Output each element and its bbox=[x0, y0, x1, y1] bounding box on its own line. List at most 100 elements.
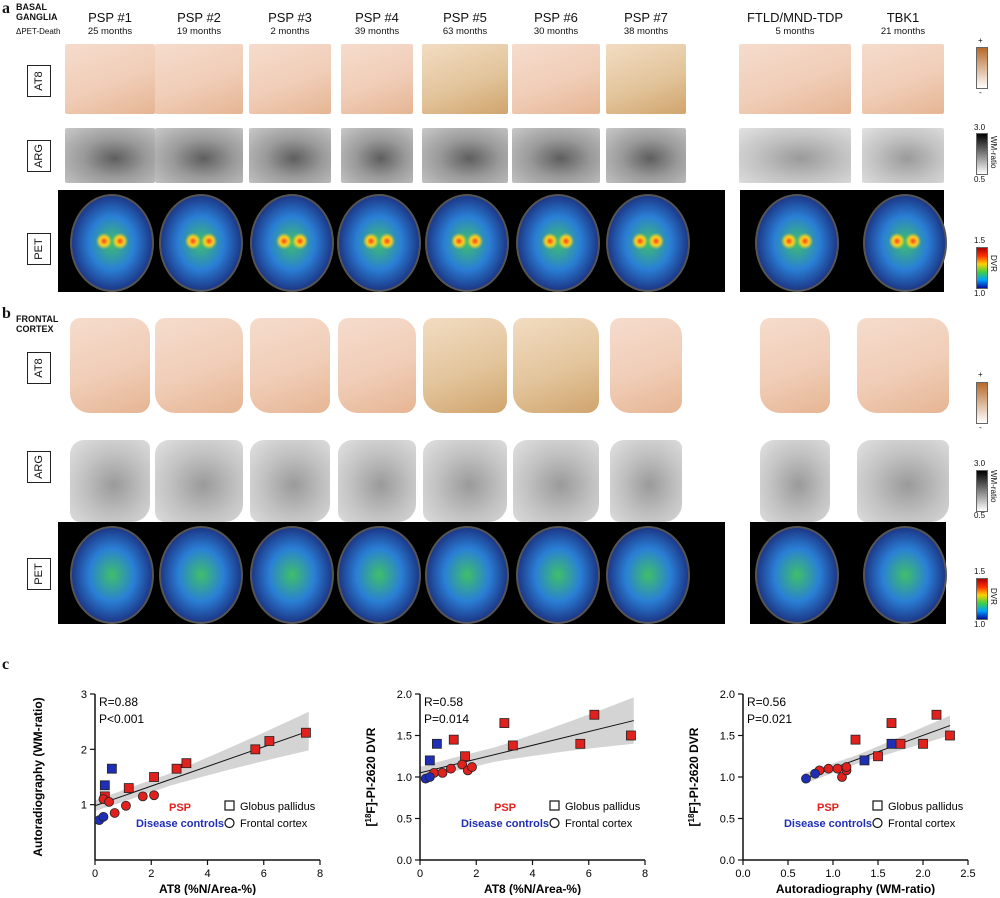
stat-label: R=0.56 bbox=[747, 695, 786, 709]
row-label-at8-a: AT8 bbox=[27, 65, 51, 97]
legend-square-icon bbox=[549, 800, 560, 811]
at8-tissue-image bbox=[760, 318, 830, 413]
at8-tissue-image bbox=[606, 44, 686, 114]
confidence-band bbox=[420, 697, 634, 779]
arg-tissue-image bbox=[250, 440, 330, 522]
dvr-scale-label-a: DVR bbox=[989, 255, 998, 272]
data-point-square bbox=[424, 755, 435, 766]
pet-brain-image bbox=[159, 526, 243, 624]
data-point-square bbox=[106, 763, 117, 774]
stat-label: P=0.014 bbox=[424, 712, 469, 726]
arg-tissue-image bbox=[739, 128, 851, 183]
stat-label: P=0.021 bbox=[747, 712, 792, 726]
data-point-square bbox=[99, 780, 110, 791]
column-header: PSP #2 19 months bbox=[149, 10, 249, 38]
y-axis-label: [18F]-PI-2620 DVR bbox=[687, 727, 702, 826]
panel-letter-a: a bbox=[2, 0, 10, 17]
data-point-square bbox=[460, 751, 470, 762]
at8-scalebar-a bbox=[976, 47, 988, 89]
legend-globus-pallidus: Globus pallidus bbox=[888, 801, 964, 813]
dvr-scale-label-b: DVR bbox=[989, 588, 998, 605]
column-months: 5 months bbox=[775, 26, 815, 37]
data-point-square bbox=[886, 718, 897, 728]
stat-label: P<0.001 bbox=[99, 712, 144, 726]
wm-scalebar-a bbox=[976, 133, 988, 175]
confidence-band bbox=[804, 715, 950, 784]
arg-tissue-image bbox=[862, 128, 944, 183]
data-point-circle bbox=[810, 768, 820, 779]
pet-brain-image bbox=[516, 194, 600, 292]
y-tick-label: 1.5 bbox=[720, 731, 735, 743]
dvr-scale-bottom-b: 1.0 bbox=[974, 620, 986, 629]
column-title: FTLD/MND-TDP bbox=[746, 10, 844, 25]
at8-tissue-image bbox=[513, 318, 599, 413]
wm-scale-bottom-b: 0.5 bbox=[974, 511, 986, 520]
data-point-square bbox=[123, 783, 134, 793]
legend-psp: PSP bbox=[169, 802, 191, 814]
x-tick-label: 1.0 bbox=[825, 868, 840, 880]
wm-scale-label-a: WM-ratio bbox=[989, 136, 998, 169]
arg-tissue-image bbox=[512, 128, 600, 183]
at8-tissue-image bbox=[341, 44, 413, 114]
y-tick-label: 1 bbox=[81, 800, 87, 812]
data-point-square bbox=[895, 738, 906, 749]
arg-tissue-image bbox=[610, 440, 682, 522]
wm-scale-top-b: 3.0 bbox=[974, 459, 986, 468]
legend-globus-pallidus: Globus pallidus bbox=[240, 801, 316, 813]
data-point-square bbox=[149, 772, 159, 782]
at8-tissue-image bbox=[155, 44, 243, 114]
data-point-square bbox=[250, 744, 261, 755]
pet-brain-image bbox=[606, 526, 690, 624]
at8-tissue-image bbox=[857, 318, 949, 413]
at8-scale-top-b: + bbox=[978, 370, 983, 379]
x-tick-label: 8 bbox=[642, 868, 648, 880]
y-axis-label: Autoradiography (WM-ratio) bbox=[31, 697, 45, 856]
panel-letter-b: b bbox=[2, 305, 11, 322]
dvr-scalebar-a bbox=[976, 247, 988, 289]
x-tick-label: 1.5 bbox=[870, 868, 885, 880]
column-months: 19 months bbox=[176, 26, 222, 37]
at8-tissue-image bbox=[739, 44, 851, 114]
column-months: 25 months bbox=[87, 26, 133, 37]
legend-circle-icon bbox=[872, 817, 883, 829]
y-tick-label: 1.0 bbox=[720, 772, 735, 784]
data-point-square bbox=[431, 738, 442, 749]
arg-tissue-image bbox=[249, 128, 331, 183]
pet-brain-image bbox=[425, 526, 509, 624]
pet-brain-image bbox=[337, 194, 421, 292]
data-point-circle bbox=[837, 772, 847, 782]
data-point-square bbox=[301, 727, 311, 738]
at8-tissue-image bbox=[862, 44, 944, 114]
at8-tissue-image bbox=[249, 44, 331, 114]
column-header: PSP #1 25 months bbox=[60, 10, 160, 38]
x-tick-label: 4 bbox=[204, 868, 210, 880]
wm-scale-top-a: 3.0 bbox=[974, 123, 986, 132]
y-tick-label: 0.0 bbox=[397, 855, 412, 867]
at8-scale-bottom-a: - bbox=[979, 88, 982, 97]
arg-tissue-image bbox=[341, 128, 413, 183]
data-point-square bbox=[918, 738, 928, 749]
column-months: 63 months bbox=[442, 26, 488, 37]
dvr-scale-top-a: 1.5 bbox=[974, 236, 986, 245]
data-point-square bbox=[575, 738, 586, 749]
dvr-scale-top-b: 1.5 bbox=[974, 567, 986, 576]
y-tick-label: 1.5 bbox=[397, 731, 412, 743]
x-tick-label: 0 bbox=[92, 868, 98, 880]
legend-psp: PSP bbox=[817, 802, 839, 814]
panel-letter-c: c bbox=[2, 656, 10, 673]
row-label-arg-b: ARG bbox=[27, 451, 51, 483]
at8-tissue-image bbox=[155, 318, 243, 413]
legend-circle-icon bbox=[224, 817, 235, 829]
data-point-square bbox=[181, 758, 192, 769]
row-label-pet-a: PET bbox=[27, 233, 51, 265]
data-point-circle bbox=[457, 759, 468, 770]
column-header: PSP #4 39 months bbox=[327, 10, 427, 38]
at8-tissue-image bbox=[250, 318, 330, 413]
x-tick-label: 2 bbox=[473, 868, 479, 880]
at8-scale-top-a: + bbox=[978, 36, 983, 45]
pet-brain-image bbox=[159, 194, 243, 292]
arg-tissue-image bbox=[606, 128, 686, 183]
region-line1: BASAL bbox=[16, 2, 47, 12]
data-point-circle bbox=[823, 763, 834, 774]
delta-label: ΔPET-Death bbox=[16, 27, 61, 36]
